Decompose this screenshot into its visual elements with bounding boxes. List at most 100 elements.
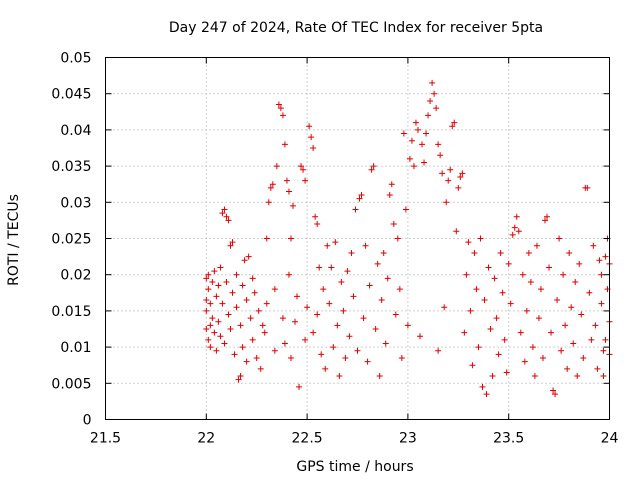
data-point — [425, 112, 432, 119]
data-point — [483, 391, 490, 398]
data-point — [223, 278, 230, 285]
chart-title: Day 247 of 2024, Rate Of TEC Index for r… — [169, 20, 543, 36]
data-point — [537, 286, 544, 293]
data-point — [493, 315, 500, 322]
data-point — [251, 289, 258, 296]
data-point — [358, 192, 365, 199]
data-point — [594, 365, 601, 372]
data-point — [479, 383, 486, 390]
data-point — [435, 141, 442, 148]
points-layer — [203, 79, 613, 398]
data-point — [406, 155, 413, 162]
y-tick-label: 0 — [83, 413, 92, 429]
data-point — [205, 271, 212, 278]
data-point — [503, 369, 510, 376]
data-point — [332, 239, 339, 246]
y-tick-label: 0.035 — [51, 159, 91, 175]
data-point — [548, 329, 555, 336]
data-point — [243, 297, 250, 304]
data-point — [217, 333, 224, 340]
data-point — [511, 224, 518, 231]
data-point — [209, 315, 216, 322]
data-point — [447, 166, 454, 173]
data-point — [529, 344, 536, 351]
data-point — [245, 253, 252, 260]
data-point — [477, 235, 484, 242]
data-point — [421, 159, 428, 166]
y-tick-label: 0.03 — [60, 195, 91, 211]
y-tick-label: 0.05 — [60, 51, 91, 67]
data-point — [475, 344, 482, 351]
data-point — [219, 210, 226, 217]
data-point — [352, 206, 359, 213]
data-point — [384, 275, 391, 282]
data-point — [263, 235, 270, 242]
data-point — [513, 213, 520, 220]
data-point — [281, 340, 288, 347]
data-point — [318, 351, 325, 358]
data-point — [535, 315, 542, 322]
data-point — [523, 307, 530, 314]
data-point — [312, 213, 319, 220]
data-point — [521, 358, 528, 365]
data-point — [298, 163, 305, 170]
data-point — [229, 239, 236, 246]
data-point — [207, 300, 214, 307]
data-point — [404, 322, 411, 329]
data-point — [461, 329, 468, 336]
data-point — [239, 344, 246, 351]
data-point — [223, 213, 230, 220]
data-point — [564, 365, 571, 372]
data-point — [328, 264, 335, 271]
y-axis-label: ROTI / TECUs — [6, 194, 22, 286]
data-point — [273, 163, 280, 170]
data-point — [546, 264, 553, 271]
data-point — [304, 304, 311, 311]
data-point — [501, 336, 508, 343]
data-point — [574, 373, 581, 380]
data-point — [227, 242, 234, 249]
data-point — [416, 333, 423, 340]
data-point — [330, 344, 337, 351]
data-point — [215, 282, 222, 289]
data-point — [580, 354, 587, 361]
data-point — [203, 275, 210, 282]
data-point — [505, 260, 512, 267]
data-point — [507, 300, 514, 307]
data-point — [459, 170, 466, 177]
data-point — [320, 286, 327, 293]
data-point — [485, 264, 492, 271]
y-tick-label: 0.02 — [60, 268, 91, 284]
data-point — [285, 188, 292, 195]
data-point — [255, 307, 262, 314]
data-point — [382, 340, 389, 347]
data-point — [392, 311, 399, 318]
x-tick-label: 22.5 — [292, 431, 323, 447]
data-point — [267, 184, 274, 191]
data-point — [533, 242, 540, 249]
data-point — [402, 206, 409, 213]
data-point — [350, 293, 357, 300]
data-point — [429, 79, 436, 86]
data-point — [435, 347, 442, 354]
data-point — [215, 318, 222, 325]
data-point — [600, 347, 607, 354]
data-point — [219, 300, 226, 307]
data-point — [233, 271, 240, 278]
data-point — [527, 278, 534, 285]
data-point — [225, 311, 232, 318]
data-point — [233, 304, 240, 311]
data-point — [239, 282, 246, 289]
data-point — [346, 333, 353, 340]
data-point — [296, 383, 303, 390]
data-point — [423, 130, 430, 137]
data-point — [227, 326, 234, 332]
data-point — [489, 373, 496, 380]
data-point — [374, 260, 381, 267]
data-point — [398, 354, 405, 361]
data-point — [451, 119, 458, 126]
data-point — [213, 293, 220, 300]
data-point — [596, 257, 603, 264]
data-point — [221, 340, 228, 347]
data-point — [324, 242, 331, 249]
